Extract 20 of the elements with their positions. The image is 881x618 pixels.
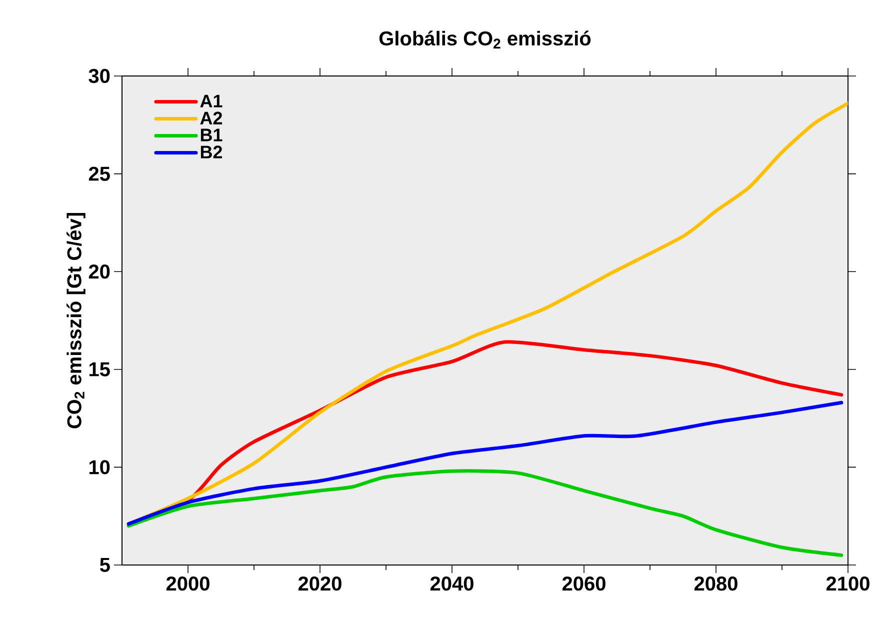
x-tick-label: 2080	[694, 576, 738, 591]
x-tick-label: 2060	[562, 576, 606, 591]
line-series	[126, 469, 844, 557]
x-tick-label: 2040	[430, 576, 474, 591]
y-tick-label: 25	[88, 166, 110, 181]
x-tick-label: 2000	[166, 576, 210, 591]
legend-label: B2	[200, 146, 222, 158]
chart-title: Globális CO$_{2}$ emisszió	[379, 30, 591, 48]
y-tick-label: 30	[88, 68, 110, 84]
y-tick-label: 15	[89, 362, 110, 376]
y-tick-label: 10	[89, 460, 110, 474]
legend-label: A1	[200, 94, 222, 108]
line-series	[126, 400, 844, 526]
y-axis-title: CO$_{2}$ emisszió [Gt C/év]	[66, 213, 86, 428]
x-tick-label: 2020	[298, 576, 342, 591]
legend-label: B1	[200, 128, 222, 142]
x-tick-label: 2100	[826, 576, 870, 591]
y-tick-label: 5	[100, 558, 110, 572]
y-tick-label: 20	[88, 264, 110, 279]
legend-label: A2	[200, 112, 222, 124]
